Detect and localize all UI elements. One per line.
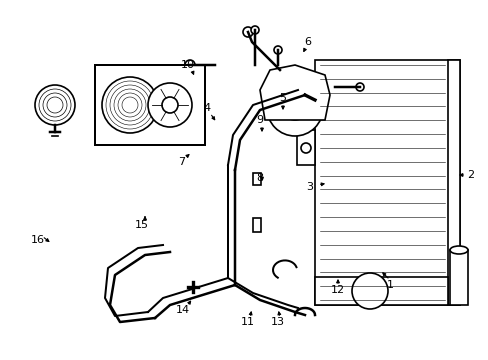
Circle shape: [148, 83, 192, 127]
Text: 12: 12: [330, 285, 345, 295]
Text: 1: 1: [386, 280, 393, 290]
Circle shape: [250, 26, 259, 34]
Bar: [299, 92, 314, 102]
Bar: [447, 60, 459, 305]
Text: 13: 13: [270, 317, 285, 327]
Circle shape: [351, 273, 387, 309]
Circle shape: [355, 83, 363, 91]
Text: 7: 7: [178, 157, 185, 167]
Circle shape: [102, 77, 158, 133]
Bar: [449, 250, 467, 305]
Polygon shape: [260, 65, 329, 120]
Text: 15: 15: [135, 220, 149, 230]
Circle shape: [301, 143, 310, 153]
Text: 10: 10: [181, 60, 195, 70]
Text: 14: 14: [176, 305, 190, 315]
Polygon shape: [296, 130, 314, 165]
Bar: [314, 277, 447, 305]
Text: 3: 3: [306, 182, 313, 192]
Text: 16: 16: [31, 235, 45, 245]
Text: 2: 2: [467, 170, 473, 180]
Bar: [314, 60, 459, 305]
Circle shape: [266, 80, 323, 136]
Ellipse shape: [449, 246, 467, 254]
Text: 11: 11: [241, 317, 254, 327]
Text: 8: 8: [256, 173, 263, 183]
Bar: [252, 218, 261, 232]
Text: 4: 4: [203, 103, 210, 113]
Circle shape: [184, 60, 195, 70]
Text: 6: 6: [304, 37, 311, 47]
Bar: [252, 173, 261, 185]
Bar: [95, 65, 204, 145]
Text: 5: 5: [279, 93, 286, 103]
Circle shape: [162, 97, 178, 113]
Text: 9: 9: [256, 115, 263, 125]
Circle shape: [283, 96, 306, 120]
Circle shape: [273, 46, 282, 54]
Circle shape: [243, 27, 252, 37]
Circle shape: [35, 85, 75, 125]
